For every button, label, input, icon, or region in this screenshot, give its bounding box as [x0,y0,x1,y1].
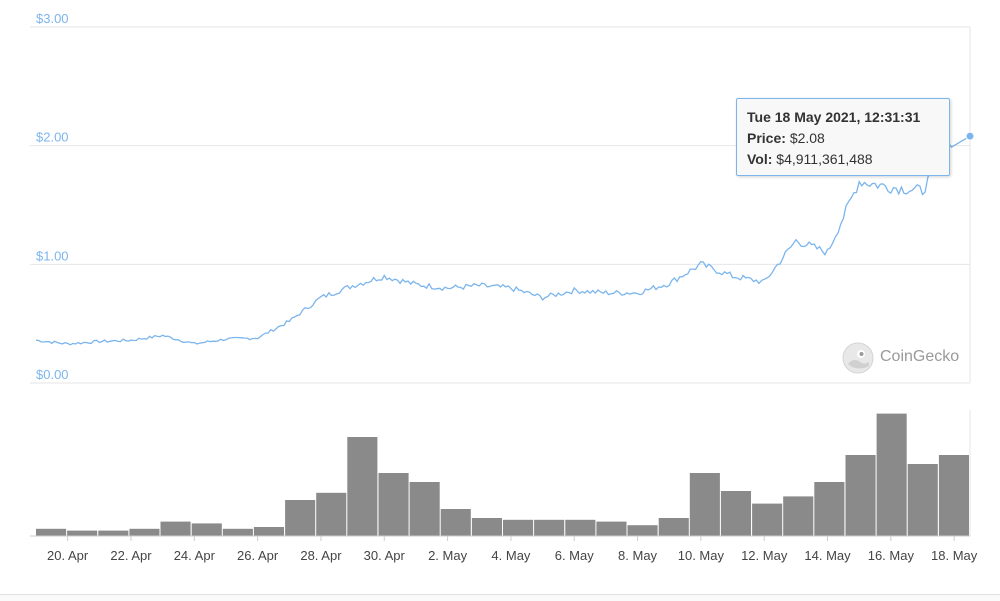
volume-bar[interactable] [876,413,907,536]
volume-bar[interactable] [907,464,938,536]
price-plot[interactable] [35,131,975,346]
volume-bar[interactable] [285,500,316,536]
y-tick-label: $2.00 [36,130,69,145]
x-tick-label: 26. Apr [237,548,279,563]
volume-bar[interactable] [316,492,347,536]
x-tick-label: 30. Apr [364,548,406,563]
tooltip-vol-label: Vol: [747,151,773,167]
volume-bar[interactable] [440,509,471,536]
watermark-text: CoinGecko [880,348,960,365]
volume-bar[interactable] [471,518,502,536]
x-tick-label: 8. May [618,548,658,563]
navigator-strip [0,594,1000,601]
y-tick-label: $1.00 [36,248,69,263]
tooltip-date: Tue 18 May 2021, 12:31:31 [747,109,921,125]
tooltip-vol-value: $4,911,361,488 [776,151,873,167]
volume-bar[interactable] [160,521,191,536]
volume-bar[interactable] [191,523,222,536]
price-tooltip: Tue 18 May 2021, 12:31:31 Price: $2.08 V… [736,98,950,176]
volume-bar[interactable] [845,455,876,536]
x-tick-label: 18. May [931,548,978,563]
x-tick-label: 4. May [491,548,531,563]
x-tick-label: 16. May [868,548,915,563]
volume-bar[interactable] [565,519,596,536]
volume-bar[interactable] [222,528,253,536]
volume-bar[interactable] [347,437,378,536]
volume-bar[interactable] [814,482,845,536]
x-axis: 20. Apr 22. Apr 24. Apr 26. Apr 28. Apr 30. A… [47,536,978,563]
tooltip-price-row: Price: $2.08 [747,128,939,149]
volume-bar[interactable] [253,527,284,536]
tooltip-price-value: $2.08 [789,130,825,146]
x-tick-label: 12. May [741,548,788,563]
volume-bar[interactable] [129,528,160,536]
x-tick-label: 28. Apr [300,548,342,563]
price-line[interactable] [35,135,971,346]
x-tick-label: 22. Apr [110,548,152,563]
x-tick-label: 20. Apr [47,548,89,563]
volume-bar[interactable] [503,519,534,536]
y-tick-label: $0.00 [36,367,69,382]
x-tick-label: 6. May [555,548,595,563]
volume-bar[interactable] [98,530,129,536]
gecko-icon [842,342,874,374]
tooltip-price-label: Price: [747,130,786,146]
tooltip-vol-row: Vol: $4,911,361,488 [747,149,939,170]
x-tick-label: 10. May [678,548,725,563]
volume-bar[interactable] [627,525,658,536]
x-tick-label: 2. May [428,548,468,563]
price-y-axis: $0.00 $1.00 $2.00 $3.00 [36,11,69,382]
volume-bar[interactable] [36,528,67,536]
x-tick-label: 14. May [804,548,851,563]
coingecko-watermark: CoinGecko [842,340,972,376]
volume-bar[interactable] [378,473,409,536]
volume-bar[interactable] [534,519,565,536]
volume-bar[interactable] [689,473,720,536]
volume-bar[interactable] [67,530,98,536]
volume-bar[interactable] [720,491,751,536]
volume-plot[interactable] [30,410,971,537]
volume-bar[interactable] [783,496,814,536]
volume-bar[interactable] [752,503,783,536]
volume-bar[interactable] [409,482,440,536]
price-marker-point[interactable] [965,131,975,141]
volume-bar[interactable] [658,518,689,536]
volume-bar[interactable] [596,521,627,536]
y-tick-label: $3.00 [36,11,69,26]
price-grid [30,26,971,384]
volume-bar[interactable] [938,455,969,536]
x-tick-label: 24. Apr [174,548,216,563]
